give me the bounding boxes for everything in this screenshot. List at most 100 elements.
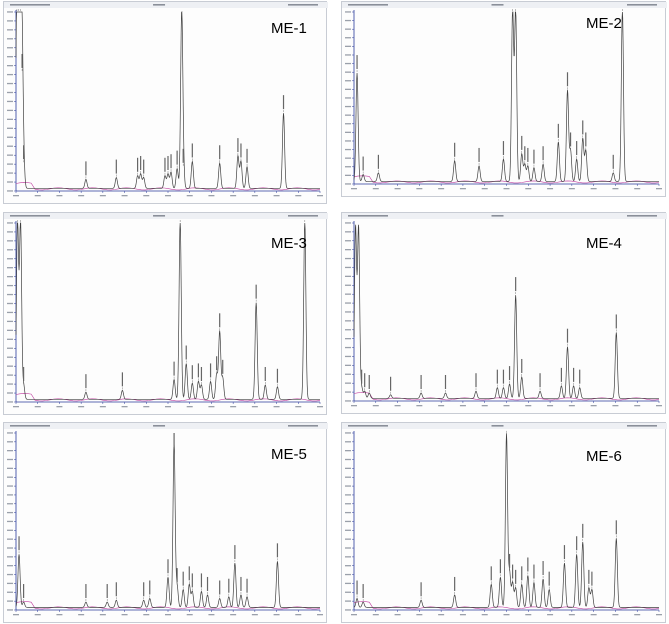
chromatogram-panel-6: ME-6	[341, 422, 667, 623]
y-tick-label-mark	[7, 573, 13, 576]
peak-label-mark	[170, 154, 172, 169]
y-tick-label-mark	[345, 257, 351, 260]
y-tick-label-mark	[345, 432, 351, 434]
x-tick-label-mark	[165, 614, 171, 616]
y-tick-label-mark	[7, 311, 13, 314]
x-tick-label-mark	[121, 614, 128, 616]
y-tick-label-mark	[7, 222, 13, 224]
x-tick-label-mark	[143, 195, 150, 197]
peak-label-mark	[527, 147, 529, 162]
x-tick-label-mark	[438, 405, 445, 407]
peak-label-mark	[85, 374, 87, 389]
x-tick-label-mark	[121, 406, 128, 408]
peak-label-mark	[579, 369, 581, 384]
y-tick-label-mark	[345, 520, 351, 523]
y-tick-label-mark	[345, 458, 351, 461]
y-tick-label-mark	[7, 231, 13, 233]
peak-label-mark	[585, 132, 587, 147]
y-tick-label-mark	[345, 582, 351, 585]
peak-label-mark	[563, 545, 566, 560]
x-tick-label-mark	[230, 406, 237, 408]
y-tick-label-mark	[7, 591, 13, 593]
panel-label: ME-3	[271, 235, 307, 252]
y-tick-label-mark	[345, 148, 351, 151]
y-tick-label-mark	[345, 320, 351, 322]
x-tick-label-mark	[186, 195, 193, 197]
x-tick-label-mark	[13, 406, 19, 408]
y-tick-label-mark	[7, 556, 13, 558]
peak-label-mark	[191, 143, 193, 158]
x-tick-label-mark	[34, 614, 41, 616]
header-text-mark	[288, 425, 318, 427]
baseline-trace	[15, 601, 321, 610]
peak-label-mark	[444, 374, 447, 389]
y-tick-label-mark	[7, 600, 13, 602]
y-tick-label-mark	[7, 293, 13, 296]
x-tick-label-mark	[438, 614, 445, 616]
chromatogram-panel-5: ME-5	[3, 422, 328, 623]
chromatogram-trace	[353, 433, 659, 608]
peak-label-mark	[539, 373, 541, 388]
y-tick-label-mark	[345, 450, 351, 452]
peak-label-mark	[143, 159, 145, 174]
x-tick-label-mark	[416, 614, 423, 616]
x-tick-label-mark	[525, 405, 532, 407]
y-tick-label-mark	[7, 494, 13, 496]
x-tick-label-mark	[438, 188, 445, 190]
y-tick-label-mark	[345, 222, 351, 224]
peak-label-mark	[219, 580, 221, 595]
y-tick-label-mark	[345, 62, 351, 65]
peak-label-mark	[615, 520, 617, 535]
peak-label-mark	[191, 365, 193, 380]
peak-label-mark	[234, 545, 236, 560]
peak-label-mark	[542, 146, 544, 161]
y-tick-label-mark	[345, 494, 351, 496]
peak-label-mark	[149, 580, 151, 595]
header-text-mark	[491, 4, 504, 6]
peak-label-mark	[368, 374, 370, 389]
peak-label-mark	[137, 157, 139, 172]
chromatogram-trace	[353, 224, 659, 399]
peak-label-mark	[566, 72, 569, 87]
header-text-mark	[288, 215, 318, 217]
panel-label: ME-2	[586, 15, 622, 32]
x-tick-label-mark	[13, 195, 19, 197]
x-tick-label-mark	[656, 405, 662, 407]
peak-label-mark	[390, 376, 392, 391]
peak-label-mark	[557, 123, 559, 138]
x-tick-label-mark	[590, 405, 597, 407]
peak-label-mark	[246, 578, 248, 593]
peak-label-mark	[496, 369, 498, 384]
peak-label-mark	[143, 582, 145, 597]
y-tick-label-mark	[345, 231, 351, 233]
y-tick-label-mark	[345, 556, 351, 558]
peak-label-mark	[18, 536, 20, 551]
y-tick-label-mark	[345, 157, 351, 159]
x-tick-label-mark	[121, 195, 128, 197]
header-text-mark	[348, 215, 388, 217]
header-text-mark	[153, 425, 166, 427]
y-tick-label-mark	[345, 284, 351, 286]
chromatogram-panel-2: ME-2	[341, 1, 667, 197]
chromatogram-plot	[342, 213, 667, 407]
peak-label-mark	[140, 155, 142, 170]
x-tick-label-mark	[525, 614, 532, 616]
header-text-mark	[288, 4, 318, 6]
peak-label-mark	[362, 156, 364, 171]
y-tick-label-mark	[345, 538, 351, 540]
x-tick-label-mark	[208, 195, 215, 197]
x-tick-label-mark	[351, 405, 357, 407]
y-tick-label-mark	[345, 240, 351, 242]
x-tick-label-mark	[56, 195, 63, 197]
peak-label-mark	[282, 95, 285, 110]
y-tick-label-mark	[7, 181, 13, 183]
y-tick-label-mark	[345, 114, 351, 116]
chromatogram-plot	[342, 2, 667, 190]
peak-label-mark	[200, 573, 203, 588]
header-text-mark	[153, 215, 166, 217]
y-tick-label-mark	[7, 20, 13, 22]
peak-label-mark	[115, 582, 117, 597]
y-tick-label-mark	[345, 37, 351, 39]
peak-label-mark	[515, 277, 517, 292]
peak-label-mark	[240, 576, 242, 591]
